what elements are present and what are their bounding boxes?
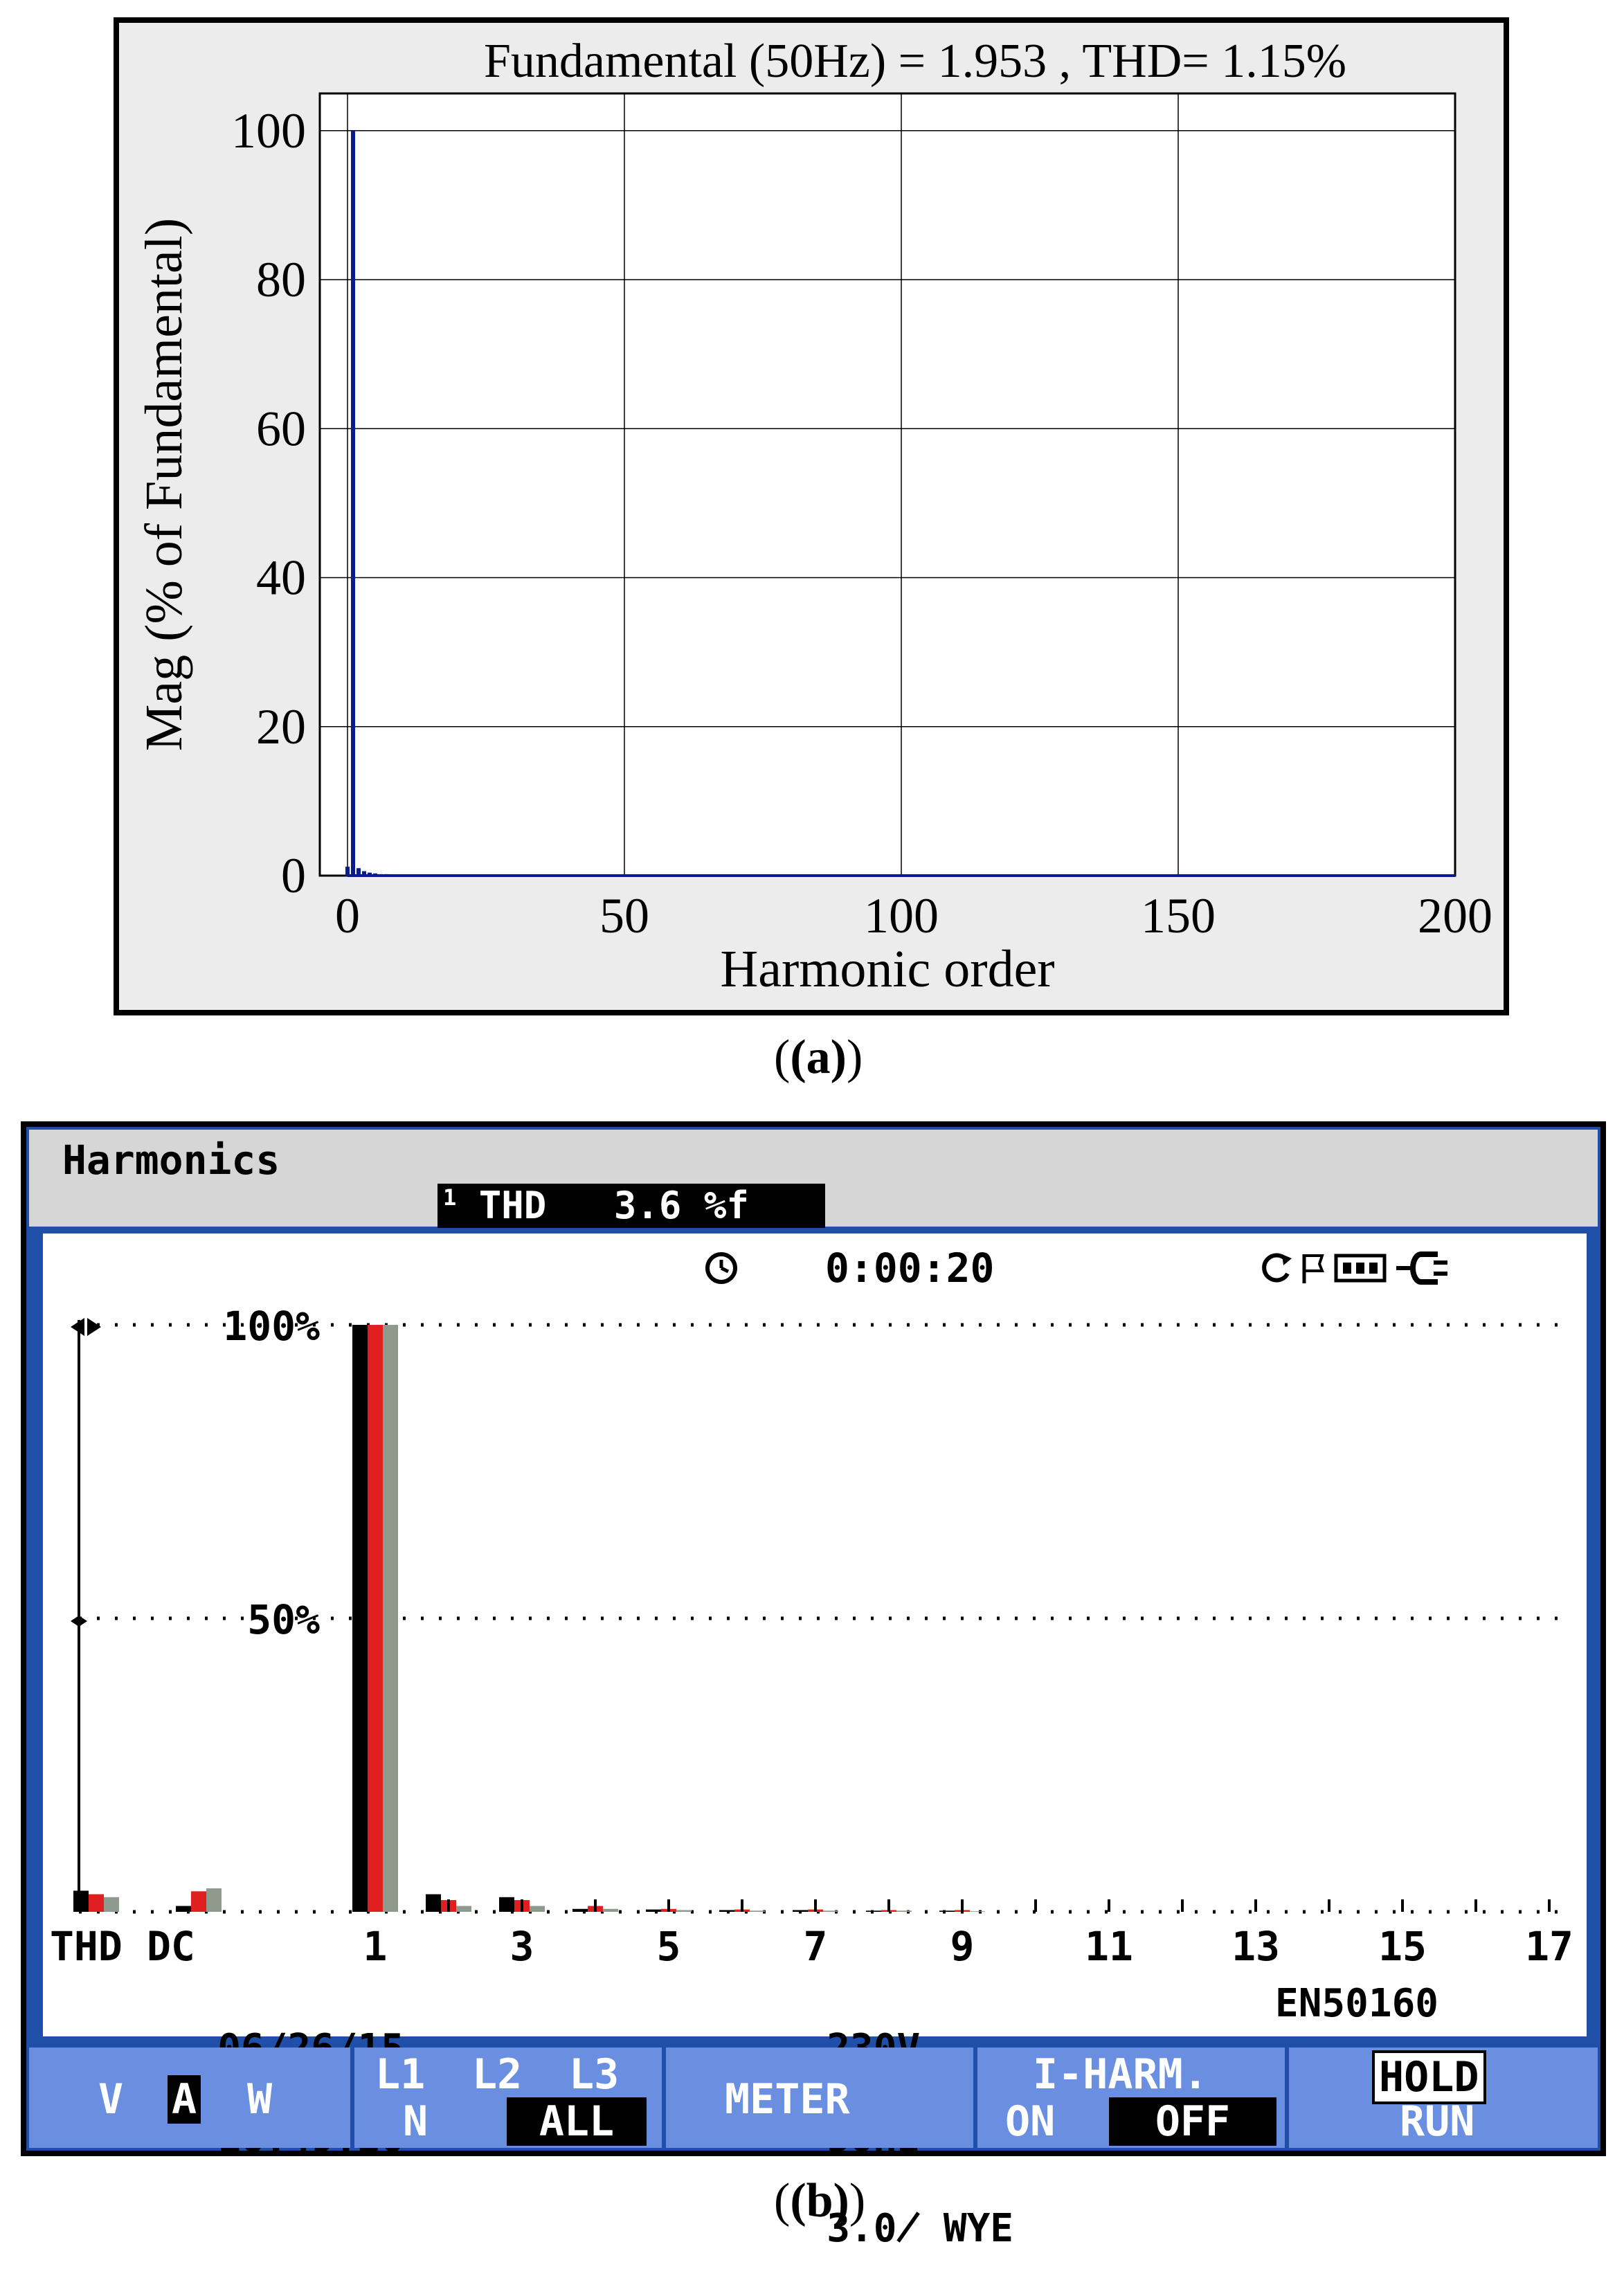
- l3-option[interactable]: L3: [569, 2050, 620, 2099]
- y-tick-label: 100: [231, 103, 306, 159]
- v-option[interactable]: V: [98, 2075, 124, 2124]
- y-tick-label: 20: [256, 699, 306, 754]
- x-tick-label: 50: [599, 888, 649, 943]
- refresh-icon: [1262, 1253, 1292, 1283]
- hold-run-softkey[interactable]: HOLD RUN: [1289, 2048, 1598, 2148]
- plug-icon: [1396, 1251, 1447, 1285]
- x-tick-label: 7: [804, 1923, 828, 1970]
- thd-readout: 1 THD 3.6 %f: [437, 1184, 825, 1228]
- bar-1-s1: [352, 1325, 368, 1912]
- plot-area: [318, 92, 1456, 877]
- bar-8-s1: [866, 1910, 881, 1912]
- bar-DC-s1: [176, 1906, 191, 1912]
- x-tick-label: 100: [864, 888, 939, 943]
- x-tick-label: 15: [1378, 1923, 1427, 1970]
- x-tick-label: 9: [950, 1923, 975, 1970]
- x-tick-label: 3: [510, 1923, 534, 1970]
- l2-option[interactable]: L2: [472, 2050, 523, 2099]
- bar-THD-s1: [73, 1890, 89, 1912]
- meter-screen: 0:00:20: [43, 1233, 1587, 2251]
- bar-9-s1: [939, 1910, 955, 1912]
- phase-softkey[interactable]: L1 L2 L3 N ALL: [354, 2048, 666, 2148]
- panel-b-power-analyzer: Harmonics 1 THD 3.6 %f 0:00:20: [21, 1121, 1606, 2251]
- bar-8-s3: [896, 1910, 912, 1912]
- meter-label[interactable]: METER: [725, 2075, 850, 2124]
- run-option[interactable]: RUN: [1400, 2097, 1475, 2146]
- bar-3-s1: [499, 1897, 514, 1912]
- meter-title: Harmonics: [62, 1137, 280, 1184]
- chart-title: Fundamental (50Hz) = 1.953 , THD= 1.15%: [484, 35, 1346, 88]
- x-tick-label-thd: THD: [50, 1923, 123, 1970]
- y-tick-label: 40: [256, 550, 306, 606]
- bar-6-s3: [750, 1910, 765, 1912]
- x-tick-label: 11: [1085, 1923, 1133, 1970]
- x-tick-label-dc: DC: [147, 1923, 195, 1970]
- bar-6-s1: [719, 1910, 734, 1912]
- hold-option-selected[interactable]: HOLD: [1372, 2050, 1486, 2104]
- timer-text: 0:00:20: [825, 1245, 994, 1292]
- config-text: 3.0̸ WYE: [827, 2206, 1014, 2251]
- l1-option[interactable]: L1: [375, 2050, 426, 2099]
- bar-7-s1: [793, 1910, 808, 1912]
- thd-value: THD 3.6 %f: [478, 1184, 749, 1227]
- x-tick-label: 17: [1525, 1923, 1573, 1970]
- y-tick-label: 0: [281, 848, 306, 903]
- iharm-softkey[interactable]: I-HARM. ON OFF: [977, 2048, 1289, 2148]
- bar-DC-s2: [191, 1891, 206, 1912]
- harmonics-bar-chart: 0:00:20: [50, 1245, 1573, 1970]
- bar-THD-s3: [104, 1897, 119, 1912]
- bar-1-s2: [368, 1325, 383, 1912]
- iharm-on-option[interactable]: ON: [1005, 2097, 1056, 2146]
- x-tick-label: 13: [1231, 1923, 1280, 1970]
- caption-b-text: (b): [790, 2174, 849, 2227]
- bar-2-s1: [426, 1894, 441, 1912]
- flag-icon: [1302, 1254, 1324, 1283]
- fft-chart-svg: 0 50 100 150 200 0 20 40 60 80 100 Fundamental (50H…: [135, 35, 1492, 998]
- meter-header: Harmonics 1 THD 3.6 %f: [29, 1130, 1598, 1228]
- y-tick-label: 100%: [223, 1303, 320, 1350]
- x-tick-label: 1: [363, 1923, 388, 1970]
- caption-b: ((b)): [774, 2174, 866, 2227]
- y-tick-label: 80: [256, 252, 306, 307]
- vaw-softkey[interactable]: V A W: [29, 2048, 354, 2148]
- bar-9-s3: [970, 1911, 985, 1912]
- bar-5-s1: [646, 1909, 661, 1912]
- y-tick-label: 60: [256, 401, 306, 456]
- x-tick-label: 200: [1418, 888, 1492, 943]
- all-option-selected[interactable]: ALL: [507, 2097, 647, 2146]
- w-option[interactable]: W: [247, 2075, 273, 2124]
- battery-icon: [1334, 1254, 1387, 1283]
- y-tick-label: 50%: [247, 1596, 320, 1643]
- iharm-off-option-selected[interactable]: OFF: [1109, 2097, 1276, 2146]
- x-tick-label: 5: [657, 1923, 681, 1970]
- x-tick-label: 150: [1141, 888, 1216, 943]
- caption-a-text: (a): [790, 1031, 847, 1084]
- thd-channel: 1: [443, 1184, 457, 1211]
- bar-3-s3: [530, 1906, 545, 1912]
- y-axis-label: Mag (% of Fundamental): [135, 218, 193, 751]
- bar-1-s3: [383, 1325, 398, 1912]
- softkey-bar: V A W L1 L2 L3 N ALL METER I-HARM. ON OF…: [29, 2048, 1598, 2148]
- panel-a-fft-chart: 0 50 100 150 200 0 20 40 60 80 100 Fundamental (50H…: [114, 17, 1509, 1015]
- cursor-icon: [71, 1318, 101, 1627]
- bar-5-s3: [676, 1910, 692, 1912]
- x-tick-label: 0: [335, 888, 360, 943]
- caption-a: ((a)): [774, 1031, 863, 1084]
- bar-4-s1: [572, 1908, 588, 1912]
- clock-icon: [705, 1252, 737, 1284]
- bar-2-s3: [456, 1906, 471, 1912]
- iharm-label[interactable]: I-HARM.: [1033, 2050, 1208, 2099]
- n-option[interactable]: N: [403, 2097, 428, 2146]
- bar-7-s3: [823, 1910, 838, 1912]
- meter-softkey[interactable]: METER: [666, 2048, 977, 2148]
- bar-4-s3: [603, 1908, 618, 1912]
- bar-DC-s3: [206, 1888, 222, 1912]
- standard-text: EN50160: [1275, 1981, 1439, 2026]
- a-option-selected[interactable]: A: [168, 2075, 201, 2124]
- x-axis-label: Harmonic order: [720, 940, 1054, 998]
- bar-THD-s2: [89, 1894, 104, 1912]
